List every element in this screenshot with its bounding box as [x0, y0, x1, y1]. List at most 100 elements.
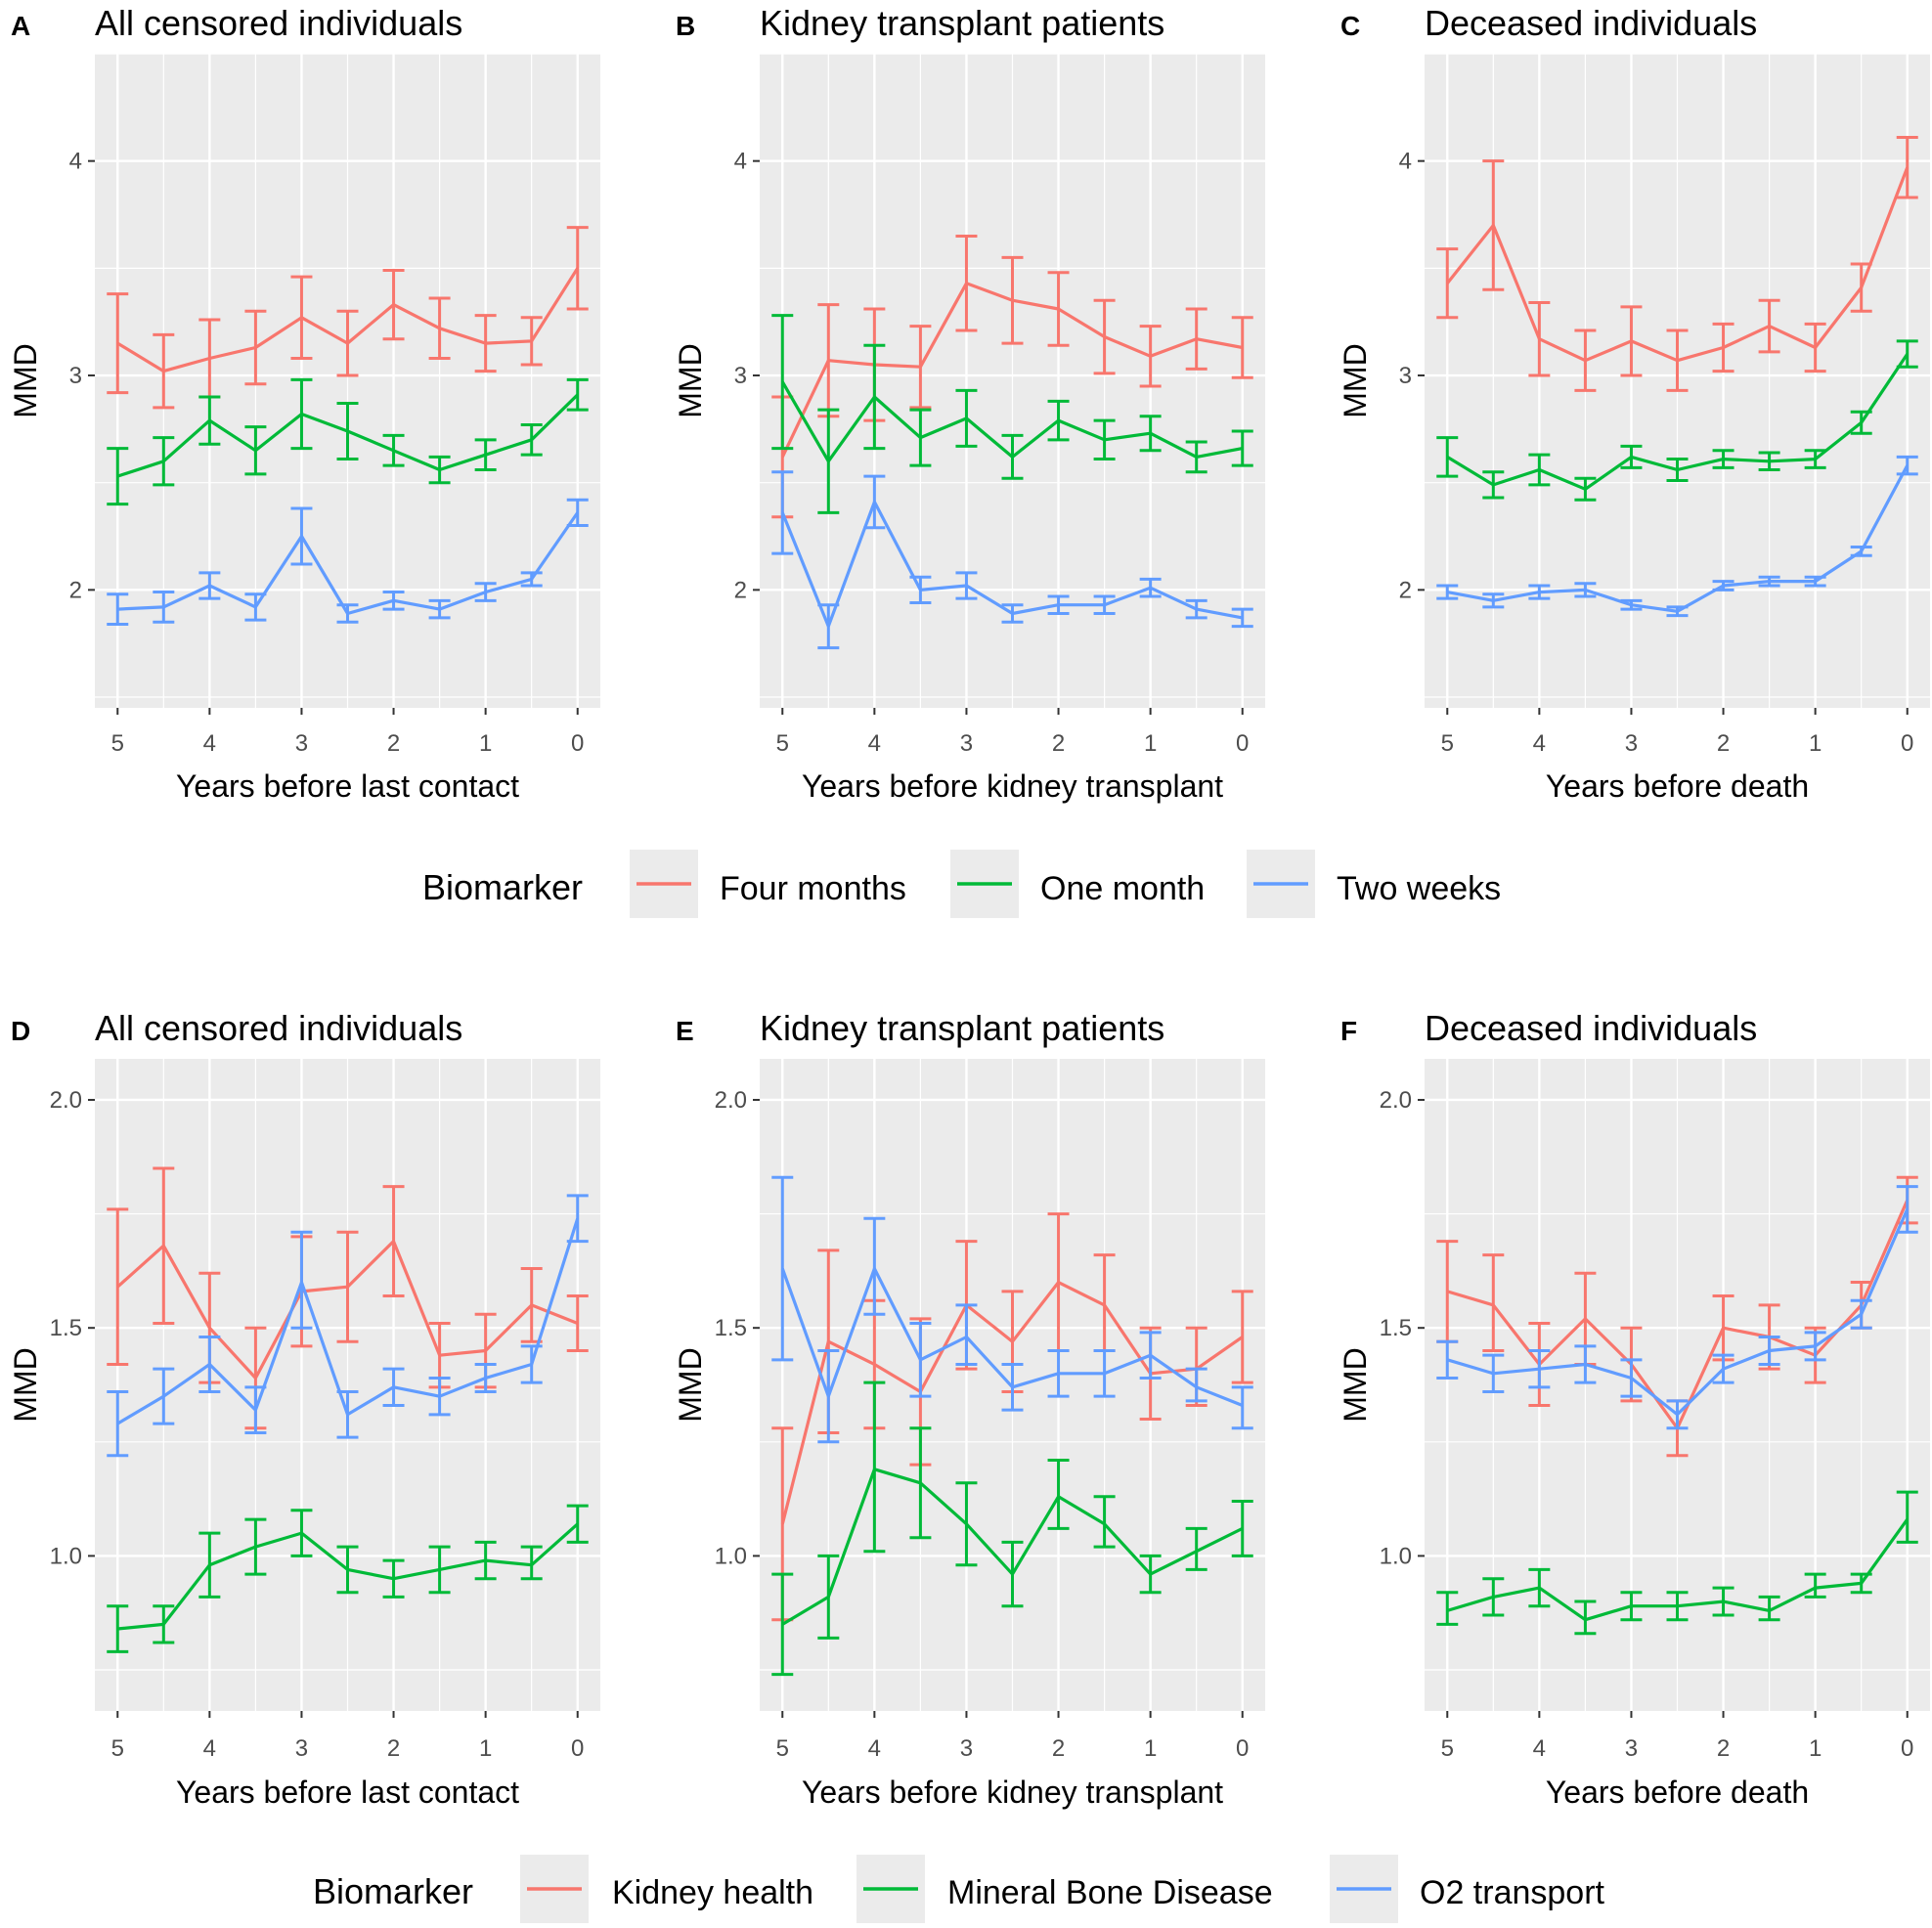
panel-d: 5 4 3 2 1 0 1.0 1.5 2.0 D All censored individuals…	[8, 1008, 600, 1810]
y-tick-label: 3	[69, 363, 82, 389]
x-tick-label: 1	[479, 1735, 492, 1762]
series-line	[1446, 353, 1910, 491]
series-four-months	[1436, 136, 1918, 392]
legend-label: Four months	[720, 870, 906, 907]
legend-label: Two weeks	[1337, 870, 1501, 907]
x-tick-label: 0	[1236, 1735, 1249, 1762]
y-axis-title: MMD	[8, 1347, 43, 1422]
x-tick-label: 1	[1144, 1735, 1157, 1762]
y-axis-title: MMD	[673, 1347, 708, 1422]
series-line	[116, 1239, 579, 1380]
x-axis-title: Years before kidney transplant	[802, 768, 1223, 804]
series-line	[1446, 166, 1910, 363]
x-tick-label: 5	[111, 1735, 124, 1762]
series-o2-transport	[1436, 1185, 1918, 1430]
panel-letter: E	[676, 1016, 694, 1046]
x-tick-label: 0	[571, 730, 584, 757]
series-line	[780, 380, 1243, 463]
x-tick-label: 0	[1236, 730, 1249, 757]
series-line	[1446, 1518, 1909, 1622]
series-one-month	[1436, 339, 1918, 502]
panel-a: 5 4 3 2 1 0 2 3 4 A All censored individuals Years …	[8, 3, 600, 804]
y-tick-label: 1.5	[50, 1315, 82, 1341]
series-mineral-bone-disease	[1436, 1490, 1918, 1636]
y-tick-label: 3	[734, 363, 747, 389]
y-tick-label: 1.0	[1380, 1543, 1412, 1569]
x-tick-label: 1	[1809, 730, 1822, 757]
panel-title: All censored individuals	[95, 1008, 462, 1048]
legend-label: One month	[1040, 870, 1205, 907]
legend-label: Mineral Bone Disease	[947, 1874, 1273, 1911]
y-tick-label: 4	[69, 149, 82, 175]
x-tick-label: 3	[960, 1735, 973, 1762]
x-tick-label: 1	[479, 730, 492, 757]
series-line	[1447, 464, 1910, 613]
x-tick-label: 4	[1533, 730, 1546, 757]
panel-letter: B	[676, 11, 695, 41]
y-tick-label: 2	[69, 577, 82, 603]
series-one-month	[107, 377, 589, 506]
x-axis-title: Years before death	[1546, 1775, 1809, 1810]
x-tick-label: 5	[111, 730, 124, 757]
legend-title: Biomarker	[422, 867, 583, 907]
series-line	[116, 267, 580, 373]
y-tick-label: 1.5	[715, 1315, 747, 1341]
x-axis-title: Years before kidney transplant	[802, 1775, 1223, 1810]
x-tick-label: 4	[868, 1735, 881, 1762]
panel-title: Deceased individuals	[1425, 3, 1757, 43]
series-two-weeks	[107, 498, 589, 626]
y-tick-label: 2.0	[1380, 1087, 1412, 1114]
x-tick-label: 3	[960, 730, 973, 757]
x-tick-label: 2	[1052, 730, 1065, 757]
panel-title: Deceased individuals	[1425, 1008, 1757, 1048]
legend-title: Biomarker	[313, 1871, 473, 1911]
y-tick-label: 2	[734, 577, 747, 603]
x-tick-label: 2	[1717, 730, 1730, 757]
legend-top: Biomarker Four months One month Two week…	[422, 850, 1501, 918]
x-tick-label: 4	[868, 730, 881, 757]
y-tick-label: 3	[1399, 363, 1412, 389]
x-tick-label: 0	[571, 1735, 584, 1762]
panel-e: 5 4 3 2 1 0 1.0 1.5 2.0 E Kidney transplant patien…	[673, 1008, 1265, 1810]
x-tick-label: 0	[1901, 1735, 1913, 1762]
series-line	[780, 500, 1243, 629]
panel-title: Kidney transplant patients	[760, 1008, 1164, 1048]
x-tick-label: 1	[1809, 1735, 1822, 1762]
x-tick-label: 5	[1441, 1735, 1454, 1762]
x-tick-label: 3	[295, 1735, 308, 1762]
x-axis-title: Years before death	[1546, 768, 1809, 804]
y-tick-label: 1.0	[50, 1543, 82, 1569]
panel-b: 5 4 3 2 1 0 2 3 4 B Kidney transplant patients Year…	[673, 3, 1265, 804]
y-axis-title: MMD	[1338, 343, 1373, 417]
x-axis-title: Years before last contact	[176, 768, 519, 804]
series-o2-transport	[771, 1175, 1253, 1444]
x-tick-label: 3	[1625, 730, 1638, 757]
panel-c: 5 4 3 2 1 0 2 3 4 C Deceased individuals Years befo…	[1338, 3, 1930, 804]
panel-title: All censored individuals	[95, 3, 462, 43]
panel-letter: D	[11, 1016, 30, 1046]
series-four-months	[771, 234, 1253, 519]
series-line	[781, 1468, 1244, 1626]
panel-letter: C	[1340, 11, 1360, 41]
x-tick-label: 5	[1441, 730, 1454, 757]
legend-label: O2 transport	[1420, 1874, 1605, 1911]
series-line	[117, 1522, 579, 1631]
x-tick-label: 3	[295, 730, 308, 757]
panel-f: 5 4 3 2 1 0 1.0 1.5 2.0 F Deceased individuals Year…	[1338, 1008, 1930, 1810]
x-tick-label: 5	[776, 730, 789, 757]
x-tick-label: 4	[1533, 1735, 1546, 1762]
x-tick-label: 5	[776, 1735, 789, 1762]
x-tick-label: 2	[1052, 1735, 1065, 1762]
x-tick-label: 4	[203, 1735, 216, 1762]
series-mineral-bone-disease	[107, 1504, 589, 1653]
x-tick-label: 2	[387, 1735, 400, 1762]
legend-label: Kidney health	[612, 1874, 813, 1911]
y-tick-label: 2.0	[50, 1087, 82, 1114]
series-four-months	[107, 226, 589, 410]
x-tick-label: 0	[1901, 730, 1913, 757]
series-line	[116, 1217, 580, 1425]
y-tick-label: 4	[1399, 149, 1412, 175]
series-mineral-bone-disease	[771, 1380, 1253, 1677]
series-line	[117, 511, 580, 616]
